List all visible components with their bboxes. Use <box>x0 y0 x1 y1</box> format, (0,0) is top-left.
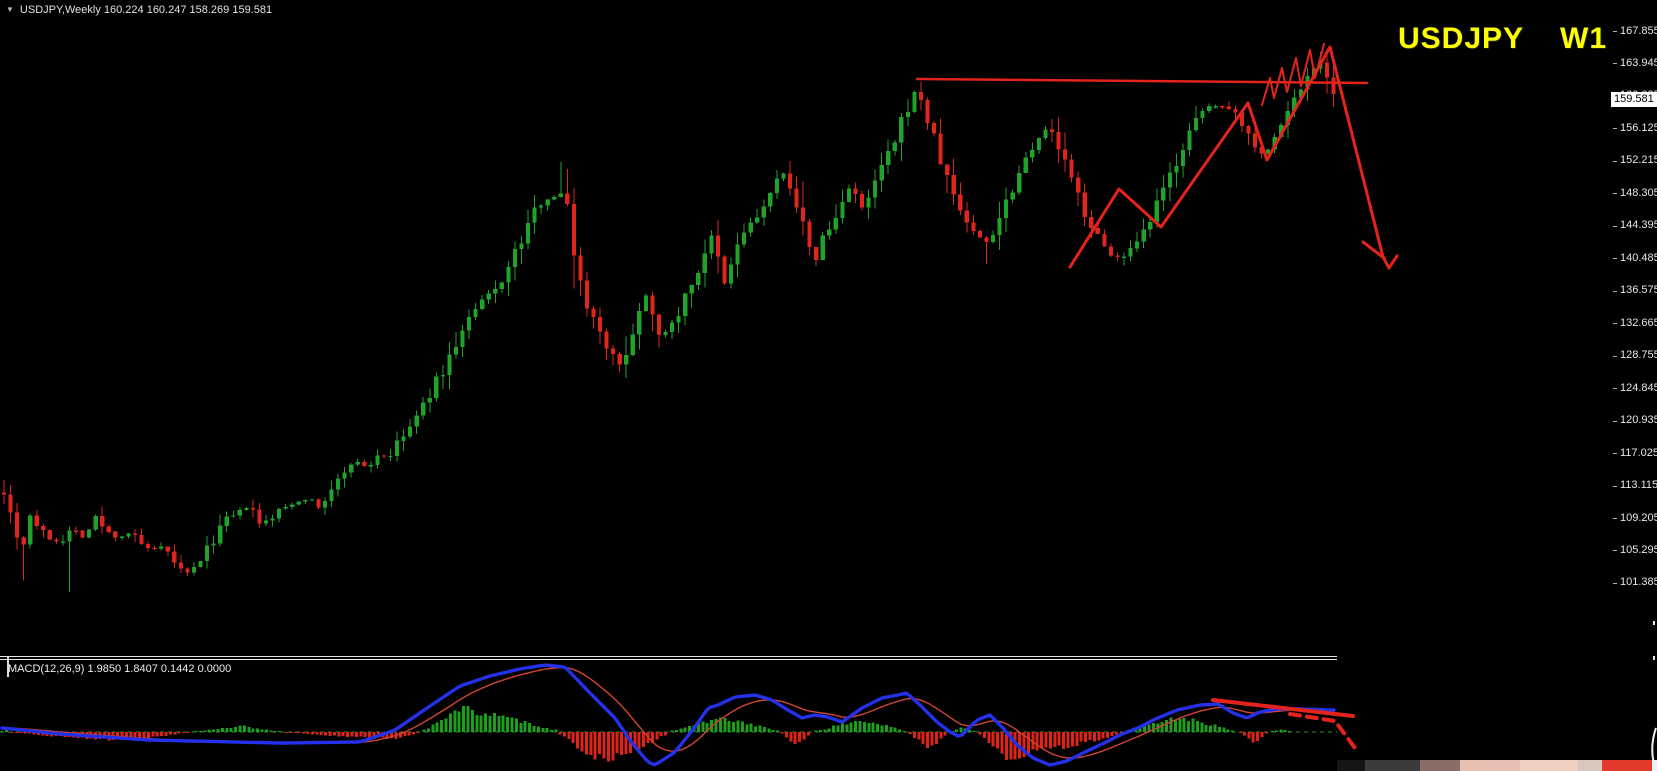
axis-tick-mark <box>1613 485 1617 487</box>
axis-tick-mark <box>1613 355 1617 357</box>
axis-tick-mark <box>1613 518 1617 520</box>
main-price-chart[interactable] <box>0 0 1613 656</box>
chart-watermark: USDJPY W1 <box>1398 22 1607 56</box>
axis-tick-mark <box>1613 31 1617 32</box>
webcam-strip-segment <box>1365 760 1420 771</box>
watermark-timeframe: W1 <box>1560 22 1608 55</box>
axis-tick-mark <box>1613 63 1617 65</box>
resistance-line[interactable] <box>915 77 1369 85</box>
macd-indicator-panel[interactable] <box>0 660 1657 771</box>
axis-tick-label: 140.485 <box>1620 251 1657 264</box>
wave-top-marks[interactable] <box>1261 43 1325 106</box>
webcam-strip-segment <box>1602 760 1652 771</box>
axis-tick-label: 152.215 <box>1620 154 1657 167</box>
candlestick-series <box>1 49 1336 592</box>
axis-tick-label: 144.395 <box>1620 219 1657 232</box>
macd-divergence-line[interactable] <box>1211 698 1355 718</box>
axis-tick-label: 117.025 <box>1620 446 1657 459</box>
arrow-barb[interactable] <box>1361 240 1386 260</box>
axis-tick-label: 128.755 <box>1620 349 1657 362</box>
webcam-strip-segment <box>1578 760 1602 771</box>
symbol-ohlc-line: USDJPY,Weekly 160.224 160.247 158.269 15… <box>19 4 273 16</box>
axis-tick-mark <box>1613 323 1617 325</box>
macd-indicator-label: MACD(12,26,9) 1.9850 1.8407 0.1442 0.000… <box>8 663 232 675</box>
webcam-strip-segment <box>1460 760 1520 771</box>
panel-separator[interactable] <box>0 656 1337 660</box>
webcam-strip-segment <box>1652 760 1657 771</box>
axis-tick-label: 120.935 <box>1620 414 1657 427</box>
axis-tick-label: 148.305 <box>1620 186 1657 199</box>
webcam-strip-segment <box>1337 760 1365 771</box>
macd-main-line <box>0 663 1336 767</box>
axis-tick-mark <box>1613 225 1617 227</box>
axis-tick-mark <box>1613 453 1617 455</box>
axis-tick-mark <box>1613 258 1617 260</box>
axis-tick-label: 136.575 <box>1620 284 1657 297</box>
axis-tick-label: 124.845 <box>1620 381 1657 394</box>
axis-tick-mark <box>1613 582 1617 584</box>
webcam-strip-segment <box>1420 760 1460 771</box>
chart-header: ▼ USDJPY,Weekly 160.224 160.247 158.269 … <box>6 3 272 17</box>
axis-tick-label: 109.205 <box>1620 511 1657 524</box>
price-axis[interactable]: 167.855163.945160.035156.125152.215148.3… <box>1611 0 1657 656</box>
axis-tick-label: 132.665 <box>1620 316 1657 329</box>
axis-tick-label: 156.125 <box>1620 121 1657 134</box>
watermark-symbol: USDJPY <box>1398 22 1525 55</box>
axis-tick-mark <box>1613 550 1617 552</box>
axis-tick-mark <box>1613 420 1617 422</box>
axis-tick-label: 105.295 <box>1620 543 1657 556</box>
axis-tick-mark <box>1613 193 1617 195</box>
axis-tick-label: 101.385 <box>1620 576 1657 589</box>
arrow-check[interactable] <box>1381 254 1399 270</box>
axis-tick-mark <box>1613 388 1617 390</box>
axis-tick-label: 167.855 <box>1620 24 1657 37</box>
current-price-badge: 159.581 <box>1611 92 1657 108</box>
axis-tick-label: 163.945 <box>1620 56 1657 69</box>
panel-resize-handle[interactable] <box>7 656 9 677</box>
symbol-dropdown-icon[interactable]: ▼ <box>6 5 14 14</box>
axis-tick-mark <box>1613 290 1617 292</box>
axis-tick-mark <box>1613 160 1617 162</box>
wave-projection-line[interactable] <box>1068 45 1385 269</box>
video-overlay-window[interactable] <box>1357 654 1657 771</box>
axis-tick-label: 113.115 <box>1620 479 1657 492</box>
macd-divergence-dashed[interactable] <box>1288 712 1357 750</box>
axis-tick-mark <box>1613 128 1617 130</box>
macd-signal-line <box>2 666 1334 759</box>
webcam-strip-segment <box>1520 760 1578 771</box>
